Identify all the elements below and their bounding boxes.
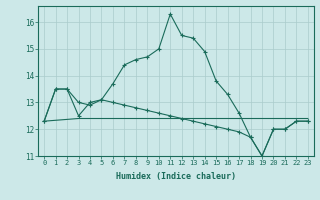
X-axis label: Humidex (Indice chaleur): Humidex (Indice chaleur) <box>116 172 236 181</box>
